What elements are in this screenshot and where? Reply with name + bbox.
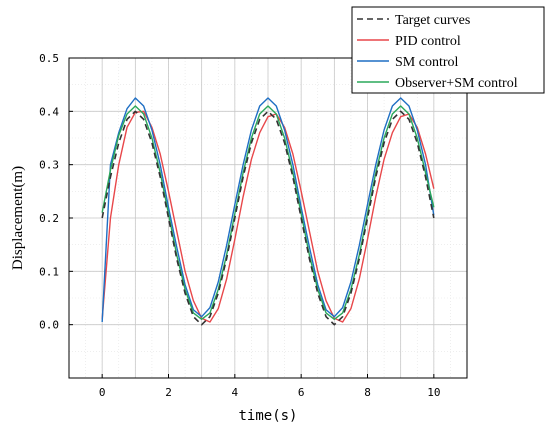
- y-tick-label: 0.3: [39, 159, 59, 172]
- legend-label-3: Observer+SM control: [395, 76, 518, 91]
- y-tick-label: 0.1: [39, 265, 59, 278]
- x-tick-label: 0: [99, 386, 106, 399]
- y-tick-label: 0.0: [39, 319, 59, 332]
- y-tick-label: 0.2: [39, 212, 59, 225]
- legend-label-0: Target curves: [395, 13, 470, 28]
- legend: Target curves PID control SM control Observ…: [351, 6, 545, 94]
- x-tick-label: 10: [427, 386, 440, 399]
- legend-label-2: SM control: [395, 55, 459, 70]
- x-tick-label: 6: [298, 386, 305, 399]
- y-tick-label: 0.4: [39, 105, 59, 118]
- legend-label-1: PID control: [395, 34, 461, 49]
- legend-box: [351, 6, 545, 94]
- x-tick-label: 4: [232, 386, 239, 399]
- series-line-1: [101, 110, 435, 323]
- series-line-2: [101, 97, 435, 323]
- y-tick-label: 0.5: [39, 52, 59, 65]
- x-axis-ticks: 0 2 4 6 8 10: [99, 374, 440, 399]
- x-tick-label: 8: [364, 386, 371, 399]
- x-tick-label: 2: [165, 386, 172, 399]
- series-line-0: [101, 110, 435, 326]
- x-axis-label: time(s): [238, 408, 297, 424]
- series-line-3: [101, 105, 435, 321]
- y-axis-ticks: 0.0 0.1 0.2 0.3 0.4 0.5: [39, 52, 73, 332]
- series-lines: [101, 97, 435, 326]
- y-axis-label: Displacement(m): [10, 166, 26, 270]
